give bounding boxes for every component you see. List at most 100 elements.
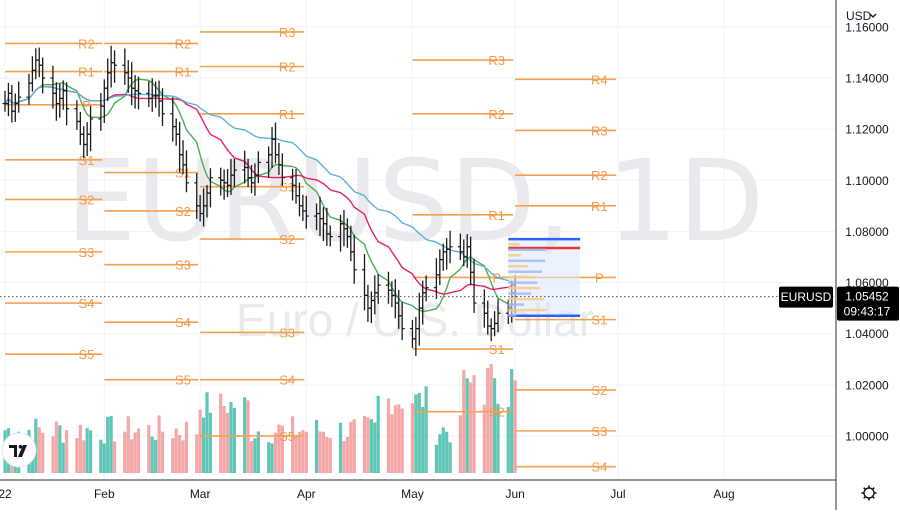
last-price-tag — [837, 286, 899, 321]
volume-bar — [249, 440, 254, 473]
volume-bar — [301, 430, 305, 473]
volume-bar — [253, 438, 257, 473]
currency-menu: USD — [846, 9, 872, 23]
volume-bar — [106, 416, 110, 473]
volume-bar — [513, 380, 517, 473]
ohlc-bars — [2, 45, 518, 356]
volume-bar — [178, 435, 182, 473]
pivot-label: S4 — [591, 460, 607, 475]
volume-bar — [421, 406, 425, 473]
volume-bar — [462, 370, 466, 473]
pivot-label: R2 — [175, 36, 192, 51]
volume-bar — [472, 375, 476, 473]
volume-bar — [386, 398, 391, 473]
volume-bar — [85, 428, 89, 473]
volume-bar — [232, 407, 236, 473]
volume-bar — [277, 424, 281, 473]
volume-bar — [184, 421, 189, 473]
volume-bar — [126, 416, 130, 473]
pivot-label: S1 — [78, 153, 94, 168]
time-tick-label: Aug — [713, 487, 734, 501]
volume-bar — [54, 421, 58, 473]
volume-bar — [390, 414, 394, 473]
volume-bar — [195, 434, 199, 473]
volume-bar — [219, 393, 223, 473]
volume-profile-row — [508, 243, 520, 246]
volume-bar — [366, 417, 370, 473]
time-tick-label: May — [401, 487, 424, 501]
volume-bar — [510, 368, 514, 473]
volume-bar — [373, 422, 377, 473]
symbol-price-tag — [779, 286, 833, 308]
volume-bar — [376, 395, 380, 473]
volume-bar — [174, 428, 178, 473]
volume-bar — [397, 404, 401, 473]
price-tick-label: 1.08000 — [845, 225, 889, 239]
gear-icon-tooth — [871, 487, 875, 491]
pivot-label: R2 — [279, 59, 296, 74]
volume-bar — [133, 432, 137, 473]
moving-average-line — [4, 78, 516, 313]
pivot-label: S1 — [591, 313, 607, 328]
pivot-label: R1 — [591, 199, 608, 214]
volume-bar — [297, 431, 302, 473]
volume-bar — [99, 439, 103, 473]
pivot-levels: R2 R1 P S1 S2 S3 S4 S5 R2 R1 S1 S2 S3 S4 S5 R3 R2 R1 S1 S2 S… — [5, 25, 616, 475]
time-tick-label: 22 — [0, 487, 12, 501]
pivot-label: S5 — [175, 373, 191, 388]
volume-bar — [349, 422, 353, 473]
tradingview-logo — [1, 432, 37, 468]
pivot-label: S3 — [591, 424, 607, 439]
volume-bar — [280, 425, 284, 473]
pivot-label: S3 — [279, 325, 295, 340]
volume-bar — [150, 436, 154, 473]
volume-bar — [410, 403, 415, 473]
volume-bar — [58, 425, 62, 473]
pivot-label: R1 — [78, 65, 95, 80]
volume-bar — [393, 405, 397, 473]
volume-bars — [3, 364, 517, 473]
volume-bar — [147, 424, 151, 473]
volume-bar — [61, 442, 65, 473]
pivot-label: R4 — [591, 72, 608, 87]
time-tick-label: Jun — [505, 487, 524, 501]
volume-bar — [458, 415, 462, 473]
volume-bar — [345, 436, 349, 473]
time-tick-label: Apr — [297, 487, 316, 501]
pivot-label: R3 — [279, 25, 296, 40]
time-tick-label: Feb — [94, 487, 115, 501]
chevron-down-icon — [869, 13, 877, 18]
pivot-label: S5 — [78, 347, 94, 362]
volume-profile-row — [508, 292, 532, 295]
volume-bar — [417, 392, 421, 473]
volume-bar — [75, 437, 79, 473]
volume-bar — [414, 394, 418, 473]
volume-bar — [123, 431, 127, 473]
volume-profile-row — [508, 303, 524, 306]
volume-bar — [160, 431, 165, 473]
volume-bar — [441, 427, 445, 473]
volume-bar — [294, 435, 298, 473]
volume-profile-row — [508, 248, 547, 252]
price-tick-label: 1.12000 — [845, 123, 889, 137]
volume-bar — [229, 401, 233, 473]
volume-bar — [201, 417, 206, 473]
bar-countdown: 09:43:17 — [844, 305, 891, 319]
volume-bar — [130, 439, 134, 473]
volume-bar — [112, 441, 117, 473]
gear-icon-tooth — [863, 487, 867, 491]
time-tick-label: Mar — [190, 487, 211, 501]
pivot-label: P — [595, 270, 604, 285]
pivot-label: S4 — [175, 315, 191, 330]
pivot-label: S2 — [489, 405, 505, 420]
volume-bar — [198, 409, 202, 473]
volume-profile-row — [508, 264, 529, 268]
logo-mark-dot — [18, 444, 23, 449]
volume-bar — [465, 378, 469, 473]
volume-profile-row — [508, 297, 545, 301]
volume-bar — [65, 430, 69, 473]
moving-average-line — [4, 85, 516, 285]
volume-bar — [225, 412, 230, 473]
volume-bar — [469, 382, 473, 473]
